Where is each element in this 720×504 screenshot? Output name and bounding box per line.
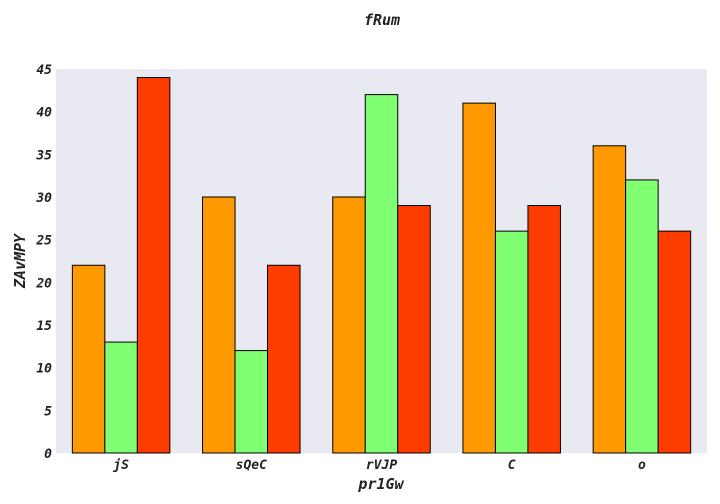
bar-jS-series-2 <box>104 341 138 454</box>
y-tick-label: 10 <box>36 362 52 377</box>
bar-o-series-2 <box>625 179 659 454</box>
bar-jS-series-1 <box>71 264 106 454</box>
y-tick-label: 5 <box>44 404 52 419</box>
bar-rVJP-series-1 <box>332 196 366 454</box>
bar-rVJP-series-3 <box>397 205 431 454</box>
x-tick-label: C <box>508 458 516 473</box>
bar-o-series-1 <box>592 145 627 454</box>
x-axis-label: pr1Gw <box>357 475 404 493</box>
bars-group <box>71 77 692 454</box>
bar-C-series-2 <box>494 230 529 454</box>
chart-title: fRum <box>364 11 400 29</box>
bar-rVJP-series-2 <box>364 94 399 454</box>
y-tick-label: 20 <box>35 276 52 291</box>
y-tick-label: 40 <box>36 106 52 121</box>
y-tick-label: 15 <box>36 319 52 334</box>
bar-C-series-3 <box>527 205 561 454</box>
x-tick-label: jS <box>112 458 129 473</box>
y-tick-label: 0 <box>44 447 52 462</box>
bar-sQeC-series-1 <box>202 196 236 454</box>
bar-sQeC-series-2 <box>234 350 269 454</box>
bar-sQeC-series-3 <box>267 264 301 454</box>
bar-o-series-3 <box>657 230 692 454</box>
y-ticks: 0 5 10 15 20 25 30 35 40 45 <box>35 63 52 462</box>
y-tick-label: 25 <box>35 234 52 249</box>
bar-C-series-1 <box>462 102 496 454</box>
y-tick-label: 45 <box>36 63 52 78</box>
y-tick-label: 35 <box>35 148 52 163</box>
x-tick-label: sQeC <box>236 458 267 473</box>
y-tick-label: 30 <box>35 191 52 206</box>
y-axis-label: ZAvMPY <box>11 233 29 289</box>
x-tick-label: rVJP <box>366 458 397 473</box>
bar-jS-series-3 <box>136 77 171 454</box>
x-tick-label: o <box>638 458 646 473</box>
